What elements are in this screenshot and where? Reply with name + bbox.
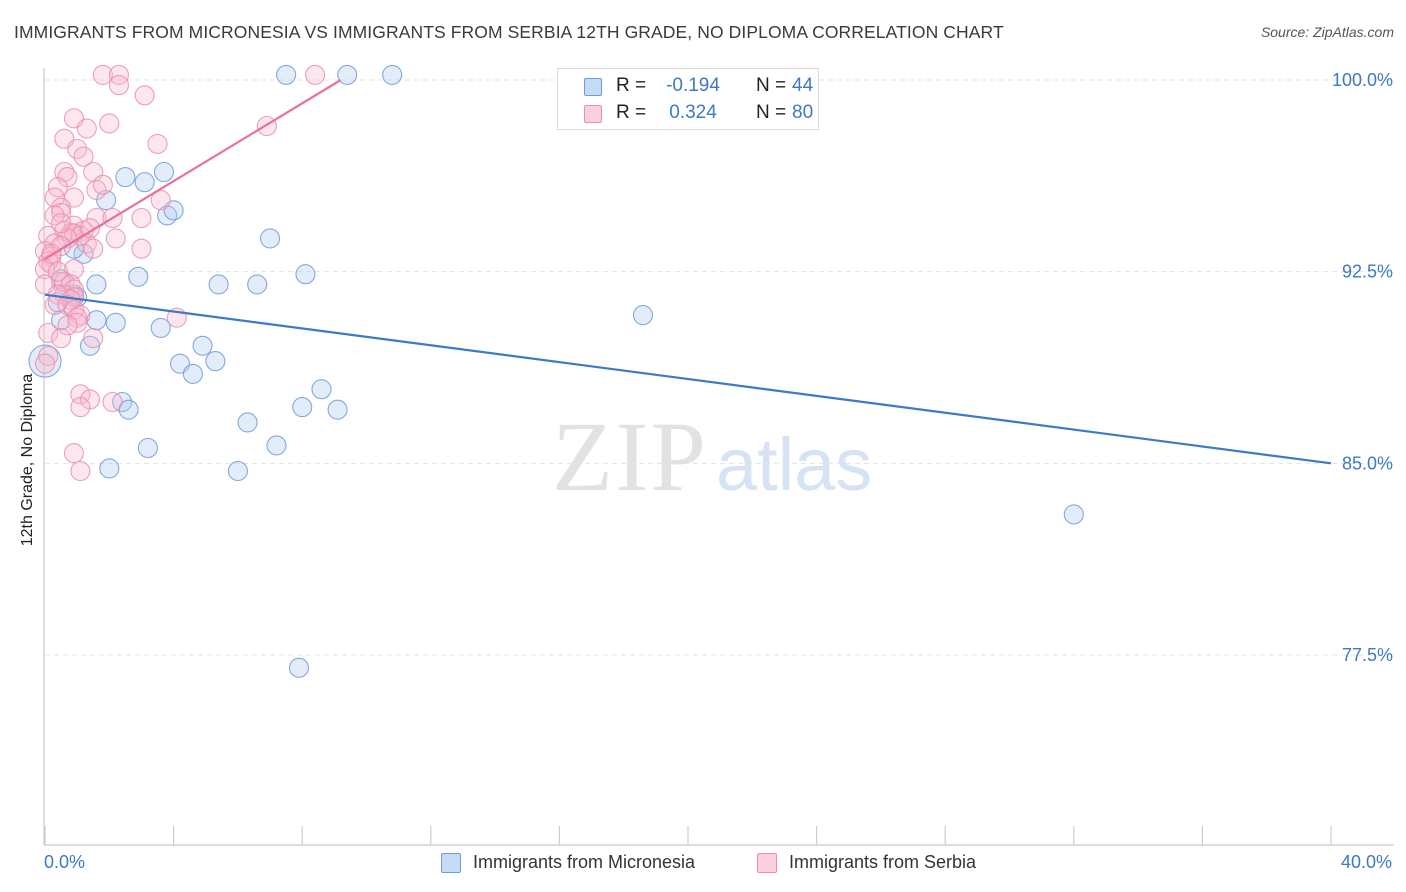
data-point — [34, 353, 56, 374]
data-point — [259, 228, 281, 249]
data-point — [182, 363, 203, 384]
data-point — [131, 238, 152, 259]
x-tick-max: 40.0% — [1340, 852, 1392, 872]
watermark: ZIP atlas — [552, 401, 872, 512]
legend-n-label: N = — [756, 75, 787, 96]
data-point — [102, 391, 123, 413]
data-point — [92, 64, 113, 85]
data-point — [57, 315, 78, 336]
data-point — [115, 167, 136, 188]
micronesia-points — [28, 64, 1084, 678]
legend-r-value: 0.324 — [669, 102, 717, 123]
data-point — [247, 274, 268, 295]
bottom-legend-swatch-micronesia — [441, 853, 461, 873]
axes — [43, 68, 1394, 846]
data-point — [150, 317, 171, 338]
y-tick-label: 92.5% — [1342, 262, 1393, 282]
bottom-legend-label: Immigrants from Micronesia — [473, 852, 696, 872]
grid-lines — [45, 79, 1394, 656]
data-point — [382, 64, 403, 85]
data-point — [76, 118, 97, 139]
data-point — [51, 213, 72, 234]
data-point — [83, 328, 104, 349]
bottom-legend-swatch-serbia — [757, 853, 777, 873]
data-point — [134, 85, 155, 106]
watermark-atlas: atlas — [716, 423, 872, 506]
data-point — [632, 305, 654, 326]
source-label: Source: ZipAtlas.com — [1260, 24, 1394, 40]
legend-n-value: 44 — [792, 75, 814, 96]
y-tick-label: 85.0% — [1342, 453, 1393, 473]
data-point — [99, 458, 120, 479]
data-point — [131, 207, 152, 229]
data-point — [79, 218, 101, 239]
trend-line-serbia — [44, 79, 342, 260]
chart-title: IMMIGRANTS FROM MICRONESIA VS IMMIGRANTS… — [14, 22, 1004, 42]
trend-line-micronesia — [44, 293, 1332, 465]
data-point — [38, 322, 59, 344]
y-tick-label: 100.0% — [1332, 70, 1393, 90]
data-point — [70, 460, 91, 482]
legend-n-label: N = — [756, 102, 787, 123]
data-point — [150, 190, 171, 211]
data-point — [92, 174, 113, 195]
data-point — [1063, 504, 1084, 525]
data-point — [118, 399, 139, 420]
data-point — [63, 443, 84, 464]
legend-swatch-serbia — [584, 105, 602, 123]
x-tick-min: 0.0% — [44, 852, 86, 872]
data-point — [266, 435, 287, 456]
data-point — [208, 274, 229, 295]
data-point — [73, 146, 94, 167]
data-point — [70, 397, 91, 418]
data-point — [105, 228, 126, 249]
y-tick-label: 77.5% — [1342, 645, 1393, 665]
data-point — [51, 328, 72, 349]
serbia-points — [34, 64, 326, 482]
data-point — [205, 351, 226, 372]
data-point — [108, 64, 129, 85]
data-point — [292, 397, 313, 418]
data-point — [34, 259, 56, 280]
data-point — [86, 274, 107, 295]
data-point — [227, 460, 248, 482]
data-point — [153, 161, 175, 183]
legend-swatch-micronesia — [584, 78, 602, 96]
y-tick-labels: 77.5% 85.0% 92.5% 100.0% — [1332, 70, 1393, 665]
data-point — [137, 437, 158, 459]
data-point — [337, 64, 358, 85]
data-point — [147, 133, 168, 154]
data-point — [311, 379, 332, 400]
data-point — [134, 172, 155, 193]
data-point — [83, 238, 104, 259]
data-point — [105, 312, 126, 333]
data-point — [192, 335, 213, 356]
legend-r-value: -0.194 — [666, 75, 720, 96]
data-point — [108, 75, 129, 96]
data-point — [128, 266, 149, 287]
data-point — [327, 399, 348, 420]
data-point — [305, 64, 326, 85]
watermark-zip: ZIP — [552, 401, 708, 512]
legend-n-value: 80 — [792, 102, 814, 123]
data-point — [276, 64, 297, 85]
y-axis-label: 12th Grade, No Diploma — [19, 373, 36, 547]
data-point — [99, 113, 120, 134]
bottom-legend-label: Immigrants from Serbia — [789, 852, 977, 872]
stats-legend: R = -0.194 N = 44 R = 0.324 N = 80 — [557, 68, 819, 130]
trend-lines — [44, 79, 1332, 465]
data-point — [288, 657, 310, 678]
legend-r-label: R = — [616, 102, 647, 123]
data-point — [237, 412, 258, 433]
data-point — [47, 261, 68, 282]
legend-r-label: R = — [616, 75, 647, 96]
data-point — [295, 264, 316, 285]
